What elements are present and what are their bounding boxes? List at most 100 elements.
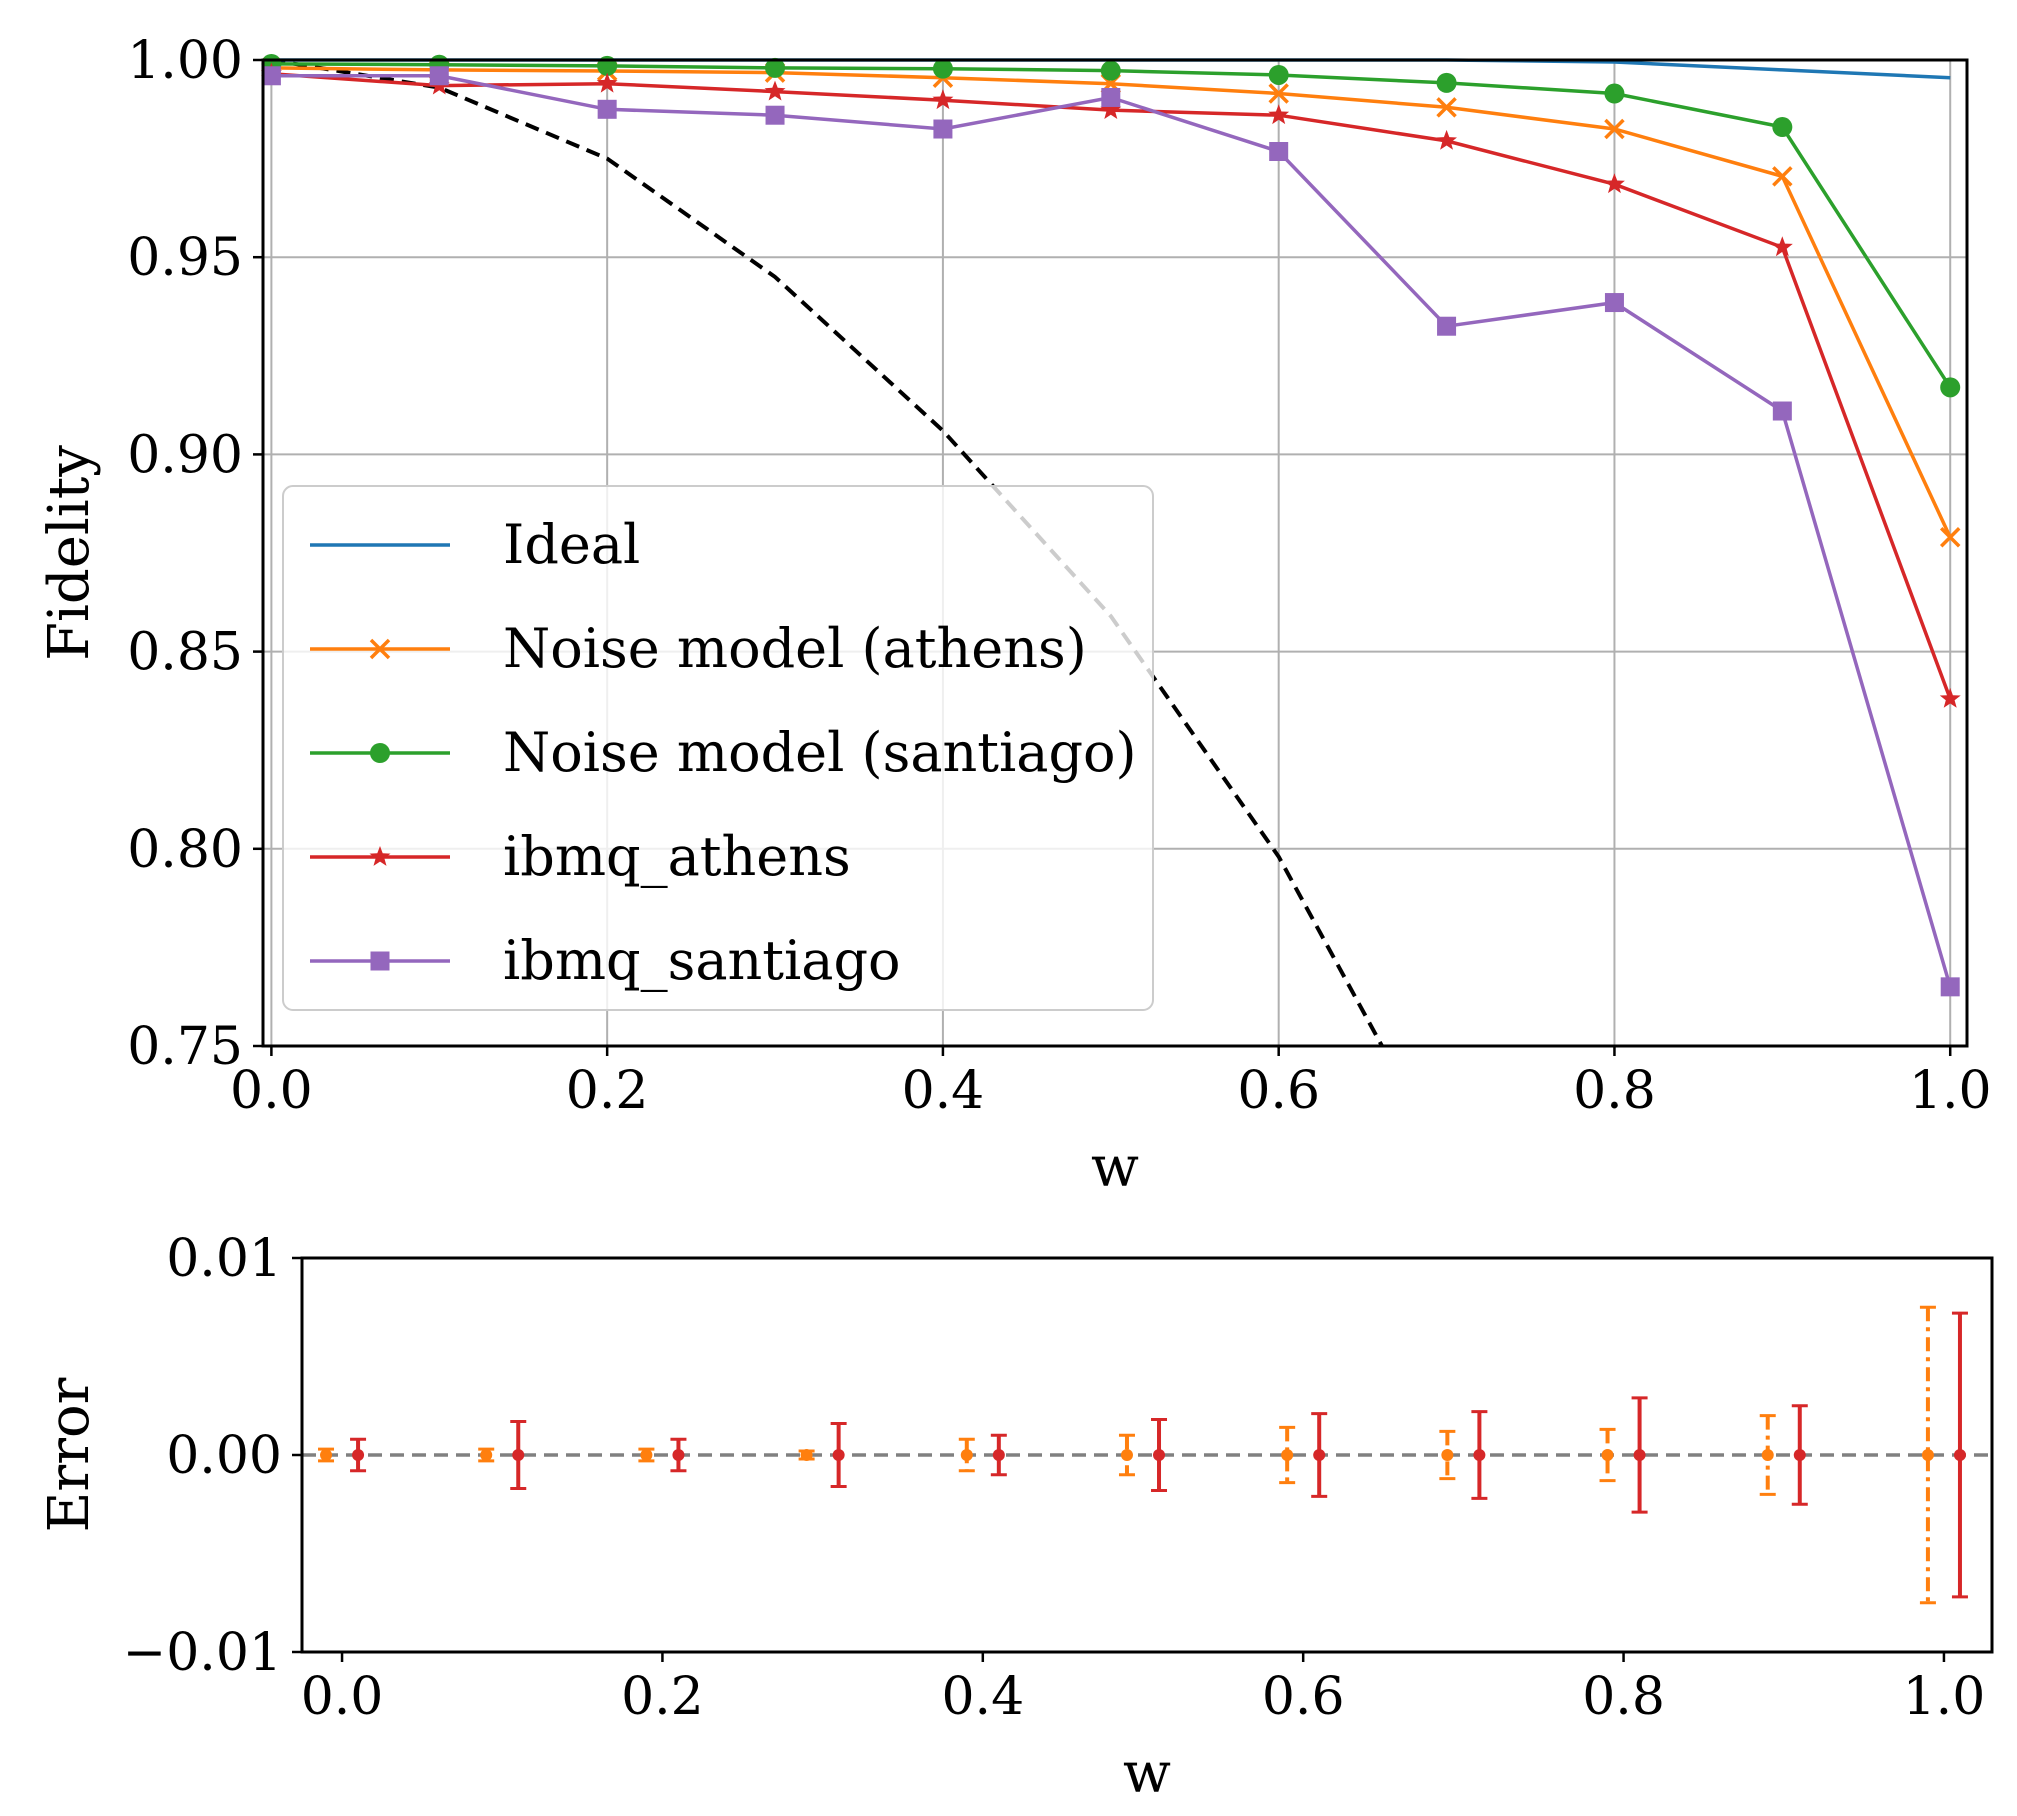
error-point: [1120, 1449, 1133, 1461]
legend-swatch-marker: [370, 743, 390, 763]
error-y-tick-label: 0.00: [166, 1426, 282, 1486]
fidelity-y-tick-label: 0.85: [127, 623, 243, 683]
error-y-axis-label: Error: [37, 1377, 102, 1532]
reference-dashed-line: [271, 58, 1384, 1047]
legend-swatch-marker: [369, 638, 391, 660]
data-point-ibmq-santiago: [261, 66, 281, 86]
data-point-ibmq-santiago: [1772, 401, 1792, 421]
fidelity-ticks: 0.0 0.2 0.4 0.6 0.8 1.0 0.75 0.80 0.85 0.90 0.95 1.…: [127, 31, 1991, 1121]
error-y-tick-label: 0.01: [166, 1229, 282, 1289]
error-point: [1921, 1449, 1934, 1461]
error-point: [1793, 1449, 1806, 1461]
data-point-ibmq-athens: [1771, 236, 1793, 257]
legend-box: [282, 485, 1154, 1011]
data-point-noise-model-santiago: [765, 57, 786, 78]
error-point: [800, 1449, 813, 1461]
legend-label: Noise model (athens): [503, 617, 1087, 680]
data-point-noise-model-athens: [1604, 118, 1625, 140]
data-point-noise-model-santiago: [932, 58, 953, 79]
data-point-ibmq-santiago: [1437, 316, 1457, 336]
error-x-tick-label: 0.0: [301, 1667, 384, 1727]
legend-label: Noise model (santiago): [503, 721, 1137, 784]
error-point: [320, 1449, 333, 1461]
error-point: [1633, 1449, 1646, 1461]
data-point-noise-model-santiago: [1100, 60, 1121, 81]
error-y-tick-label: −0.01: [123, 1623, 282, 1683]
error-point: [352, 1449, 365, 1461]
fidelity-x-axis-label: w: [1091, 1135, 1139, 1200]
fidelity-x-tick-label: 1.0: [1909, 1061, 1992, 1121]
error-ticks: 0.0 0.2 0.4 0.6 0.8 1.0 −0.01 0.00 0.01: [123, 1229, 1986, 1727]
legend-item-ideal: Ideal: [310, 513, 640, 576]
legend-swatch-marker: [370, 951, 390, 971]
legend-label: ibmq_santiago: [503, 929, 901, 992]
fidelity-x-tick-label: 0.8: [1573, 1061, 1656, 1121]
error-series-group: [318, 1305, 1968, 1605]
data-point-noise-model-santiago: [1436, 72, 1457, 93]
data-point-ibmq-santiago: [1269, 142, 1289, 162]
data-point-ibmq-athens: [1939, 687, 1961, 708]
error-point: [960, 1449, 973, 1461]
error-point: [1473, 1449, 1486, 1461]
error-panel: 0.0 0.2 0.4 0.6 0.8 1.0 −0.01 0.00 0.01 w Error: [37, 1229, 1994, 1806]
data-point-noise-model-santiago: [1604, 83, 1625, 104]
fidelity-y-tick-label: 0.80: [127, 820, 243, 880]
error-point: [992, 1449, 1005, 1461]
error-point: [1153, 1449, 1166, 1461]
legend: Ideal Noise model (athens) Noise model (sa…: [282, 485, 1154, 1011]
fidelity-y-tick-label: 0.90: [127, 425, 243, 485]
error-point: [1281, 1449, 1294, 1461]
data-point-ibmq-athens: [1268, 104, 1290, 125]
legend-item-ibmq-athens: ibmq_athens: [310, 825, 851, 888]
fidelity-y-tick-label: 0.95: [127, 228, 243, 288]
data-point-ibmq-athens: [764, 80, 786, 101]
error-x-tick-label: 1.0: [1903, 1667, 1986, 1727]
data-point-noise-model-santiago: [1940, 377, 1961, 398]
legend-label: Ideal: [503, 513, 640, 576]
data-point-ibmq-athens: [1100, 99, 1122, 119]
fidelity-plot-frame: [261, 58, 1969, 1048]
fidelity-x-tick-label: 0.4: [902, 1061, 985, 1121]
series-line-noise-model-athens: [271, 66, 1952, 538]
fidelity-x-tick-label: 0.6: [1237, 1061, 1320, 1121]
legend-item-noise-model-athens: Noise model (athens): [310, 617, 1087, 680]
data-point-ibmq-santiago: [429, 66, 449, 86]
data-point-noise-model-athens: [1436, 97, 1457, 118]
fidelity-x-tick-label: 0.0: [230, 1061, 313, 1121]
error-x-tick-label: 0.4: [941, 1667, 1024, 1727]
data-point-ibmq-santiago: [1101, 87, 1121, 107]
error-point: [512, 1449, 525, 1461]
series-ibmq-santiago: [261, 66, 1960, 997]
errorbar-series-ibmq-athens: [350, 1311, 1968, 1599]
fidelity-panel: 0.0 0.2 0.4 0.6 0.8 1.0 0.75 0.80 0.85 0.90 0.95 1.…: [37, 31, 1992, 1200]
error-point: [672, 1449, 685, 1461]
error-point: [1441, 1449, 1454, 1461]
data-point-ibmq-santiago: [597, 99, 617, 119]
data-point-ibmq-athens: [932, 89, 954, 110]
data-point-noise-model-athens: [1268, 83, 1289, 104]
data-point-noise-model-athens: [1939, 526, 1961, 548]
fidelity-x-tick-label: 0.2: [566, 1061, 649, 1121]
data-point-ibmq-athens: [596, 72, 618, 93]
reference-curve-group: [271, 58, 1384, 1047]
error-x-tick-label: 0.2: [621, 1667, 704, 1727]
data-point-ibmq-santiago: [1604, 293, 1624, 313]
error-point: [640, 1449, 653, 1461]
fidelity-y-tick-label: 0.75: [127, 1017, 243, 1077]
legend-items: Ideal Noise model (athens) Noise model (sa…: [310, 513, 1137, 992]
error-point: [1313, 1449, 1326, 1461]
legend-swatch-marker: [369, 846, 391, 866]
error-x-axis-label: w: [1123, 1741, 1171, 1806]
legend-label: ibmq_athens: [503, 825, 851, 888]
error-point: [1761, 1449, 1774, 1461]
data-point-noise-model-athens: [1772, 166, 1793, 187]
error-point: [480, 1449, 493, 1461]
error-x-tick-label: 0.8: [1582, 1667, 1665, 1727]
data-point-ibmq-santiago: [933, 119, 953, 139]
data-point-ibmq-santiago: [1940, 977, 1960, 997]
fidelity-y-tick-label: 1.00: [127, 31, 243, 91]
legend-item-ibmq-santiago: ibmq_santiago: [310, 929, 901, 992]
legend-item-noise-model-santiago: Noise model (santiago): [310, 721, 1137, 784]
data-point-noise-model-santiago: [1268, 64, 1289, 85]
